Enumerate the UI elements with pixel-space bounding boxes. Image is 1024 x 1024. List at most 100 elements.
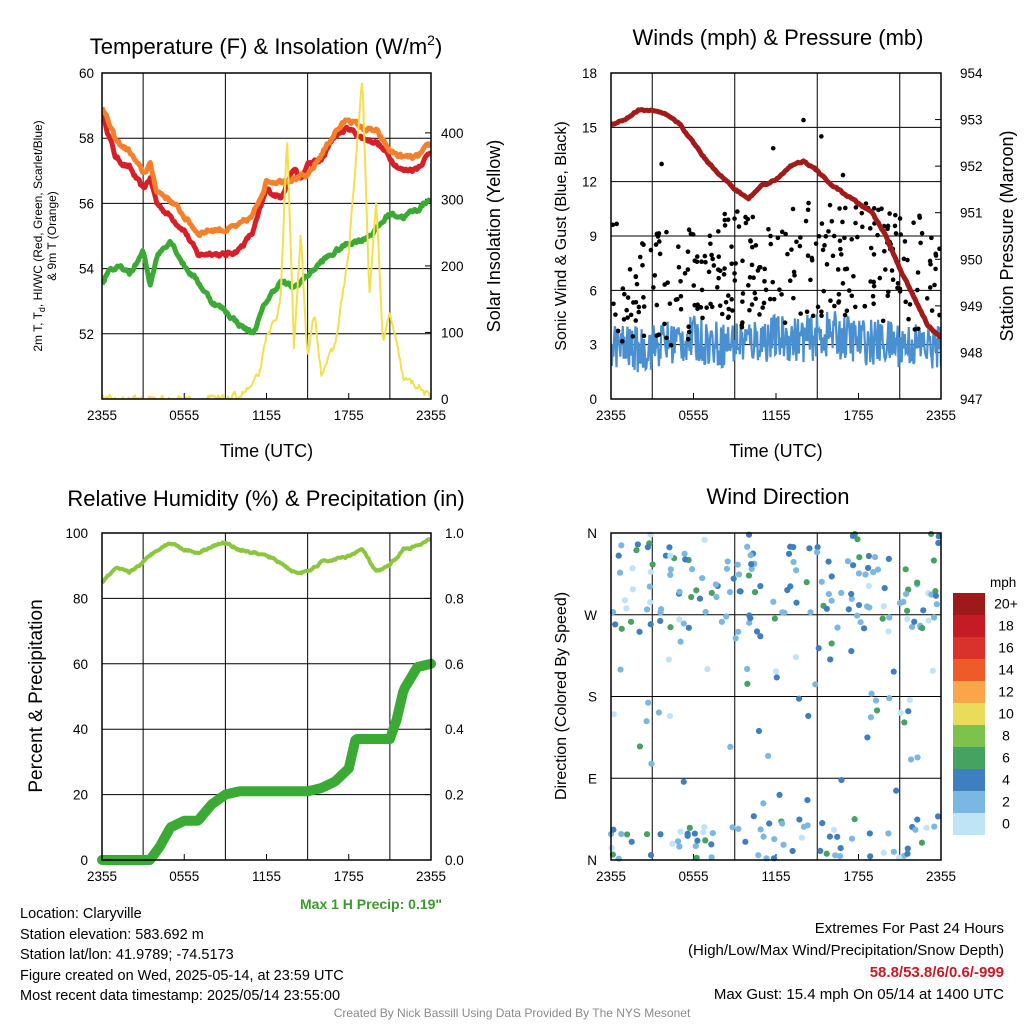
gust-point: [887, 211, 892, 216]
gust-point: [917, 213, 922, 219]
direction-point: [644, 544, 651, 551]
direction-point: [667, 571, 674, 578]
direction-point: [745, 572, 753, 579]
gust-point: [686, 324, 691, 330]
direction-point: [734, 561, 741, 568]
gust-point: [760, 305, 766, 310]
direction-point: [617, 666, 624, 673]
direction-point: [871, 553, 879, 561]
direction-point: [634, 541, 641, 548]
gust-point: [640, 262, 645, 268]
gust-point: [851, 273, 856, 279]
x-tick-label: 2355: [416, 408, 446, 423]
gust-point: [641, 333, 647, 339]
gust-point: [624, 307, 629, 313]
gust-point: [723, 299, 729, 305]
y-tick-label: 3: [589, 338, 597, 353]
gust-point: [651, 285, 656, 290]
gust-point: [636, 304, 642, 310]
legend-label: 10: [998, 706, 1014, 722]
direction-point: [737, 588, 744, 595]
direction-point: [766, 820, 773, 827]
direction-point: [751, 589, 759, 596]
gust-point: [927, 285, 933, 290]
direction-point: [908, 623, 916, 631]
gust-point: [905, 257, 910, 263]
gust-point: [740, 258, 745, 264]
direction-point: [685, 624, 692, 631]
direction-point: [886, 614, 893, 621]
gust-point: [893, 212, 898, 218]
gust-point: [844, 308, 850, 314]
direction-point: [790, 543, 797, 551]
gust-point: [767, 296, 773, 302]
direction-point: [702, 837, 709, 844]
y-tick-label: 12: [582, 175, 597, 190]
gust-point: [619, 339, 625, 344]
series-group: [102, 82, 431, 399]
y-axis-label: Direction (Colored By Speed): [553, 592, 570, 800]
direction-point: [629, 586, 637, 593]
x-tick-label: 2355: [596, 408, 626, 423]
gust-point: [620, 286, 626, 291]
gust-point: [735, 209, 740, 214]
gust-point: [836, 300, 841, 305]
gust-point: [842, 235, 847, 241]
gust-point: [897, 289, 903, 294]
gust-point: [867, 226, 873, 231]
direction-point: [666, 544, 673, 551]
gust-point: [791, 269, 797, 275]
direction-point: [735, 628, 742, 635]
gust-point: [752, 290, 758, 296]
gust-point: [919, 230, 925, 236]
gust-point: [837, 206, 842, 211]
gust-point: [703, 259, 708, 265]
gust-point: [937, 246, 941, 252]
direction-point: [885, 830, 892, 837]
x-tick-label: 2355: [87, 408, 117, 423]
direction-point: [773, 674, 780, 681]
y-tick-label: 100: [65, 526, 88, 541]
direction-point: [929, 667, 936, 674]
gust-point: [821, 288, 827, 294]
gust-point: [691, 283, 697, 288]
direction-point: [676, 843, 683, 850]
legend-swatch: [953, 637, 985, 659]
direction-point: [793, 599, 800, 606]
y-tick-label: 54: [79, 262, 95, 277]
gust-point: [747, 275, 753, 280]
direction-point: [815, 645, 822, 652]
gust-point: [889, 268, 895, 273]
direction-point: [729, 824, 736, 831]
direction-point: [680, 620, 687, 627]
gust-point: [810, 313, 816, 319]
gust-point: [682, 271, 688, 276]
gust-point: [933, 266, 938, 272]
direction-point: [825, 591, 832, 598]
legend-label: 6: [1002, 750, 1010, 766]
gust-point: [707, 233, 713, 239]
direction-point: [844, 558, 852, 565]
gust-point: [840, 172, 846, 178]
direction-point: [834, 833, 841, 840]
gust-point: [740, 299, 745, 304]
direction-point: [785, 550, 793, 557]
direction-point: [848, 595, 855, 602]
gust-point: [708, 241, 713, 247]
direction-point: [854, 536, 861, 543]
direction-point: [623, 605, 630, 612]
series-line-precip: [97, 658, 436, 865]
direction-point: [727, 743, 734, 750]
gust-point: [662, 282, 667, 287]
plot-border: [101, 532, 432, 861]
direction-point: [826, 833, 833, 840]
y-tick-label: 0: [589, 392, 597, 407]
direction-point: [699, 574, 706, 582]
gust-point: [715, 267, 721, 272]
direction-point: [866, 604, 873, 611]
direction-point: [904, 615, 911, 623]
gust-point: [880, 318, 886, 324]
gust-point: [748, 239, 753, 244]
direction-point: [825, 558, 832, 565]
direction-point: [669, 840, 676, 847]
